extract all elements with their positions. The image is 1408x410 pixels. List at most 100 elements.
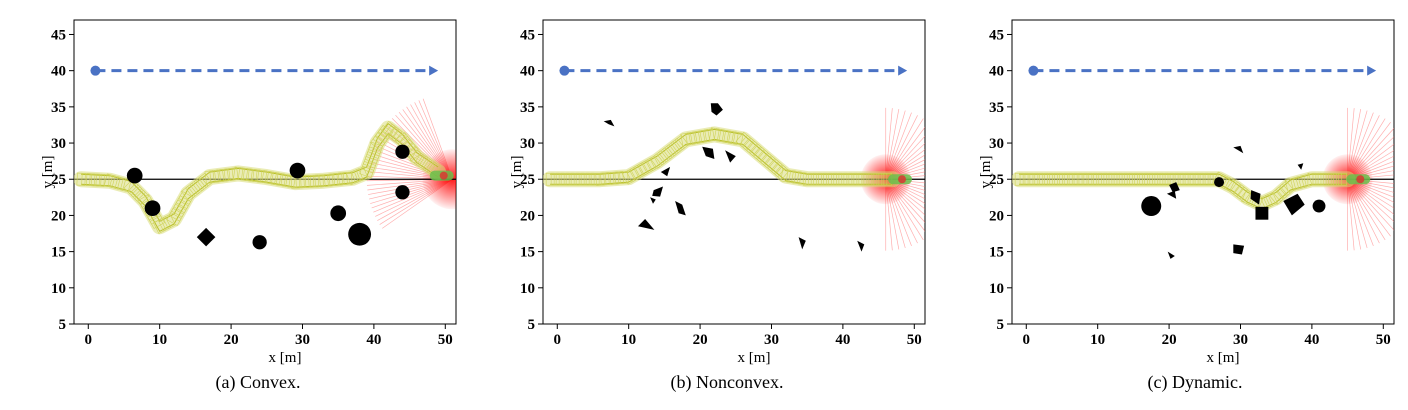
footprint-box [604,171,615,186]
footprint-box [658,147,673,163]
footprint-box [1093,172,1102,186]
footprint-box [1290,176,1302,191]
footprint-box [1327,172,1337,186]
footprint-box [103,173,116,188]
obstacle [725,150,736,163]
footprint-box [674,134,689,151]
footprint-box [1229,181,1245,197]
footprint-box [739,134,754,151]
footprint-box [1204,172,1214,186]
footprint-box [242,167,253,182]
panel-nonconvex: 0 10 20 30 40 50 5 10 15 20 25 30 35 40 45 x [m] y [m] [509,19,926,366]
footprint-box [261,170,273,185]
footprint-box [654,150,669,166]
footprint-box [1098,172,1108,186]
footprint-box [1123,172,1133,186]
footprint-box [545,172,555,186]
y-tick-label: 40 [520,64,535,80]
x-tick-label: 20 [693,332,708,348]
x-axis-label: x [m] [269,350,302,366]
footprint-box [735,131,751,148]
footprint-box [266,170,277,185]
footprint-box [173,199,189,214]
footprint-box [214,169,225,183]
footprint-box [252,169,263,183]
footprint-box [275,172,287,187]
footprint-box [873,172,883,186]
y-tick-label: 20 [989,208,1004,224]
footprint-box [1317,172,1327,186]
y-tick-label: 5 [59,317,67,333]
y-tick-label: 30 [51,136,66,152]
footprint-box [305,174,315,188]
footprint-box [1264,191,1278,208]
y-tick-label: 45 [51,27,66,43]
footprint-box [114,176,127,191]
footprint-box [838,172,848,186]
footprint-box [193,176,209,192]
global-path-start [90,65,101,76]
footprint-box [166,212,182,226]
footprint-box [1139,172,1148,186]
footprint-box [1108,172,1118,186]
y-tick-label: 10 [520,281,535,297]
x-tick-label: 30 [1233,332,1248,348]
footprint-box [699,129,711,144]
footprint-box [642,158,656,174]
obstacle [702,146,715,159]
footprint-box [333,172,344,186]
footprint-box [764,155,779,172]
footprint-box [1044,172,1053,186]
obstacle [1255,206,1269,220]
footprint-box [685,131,696,146]
footprint-box [309,174,319,188]
footprint-box [100,173,110,187]
footprint-box [713,128,725,143]
y-tick-label: 10 [989,281,1004,297]
y-tick-label: 15 [520,245,535,261]
footprint-box [621,169,636,185]
x-tick-label: 50 [907,332,922,348]
footprint-box [646,155,660,172]
vehicle-center [439,171,448,180]
footprint-box [377,124,394,140]
plot-area [543,65,925,252]
plot-area [74,65,456,250]
x-tick-label: 20 [224,332,239,348]
footprint-box [1059,172,1068,186]
footprint-box [600,172,610,186]
footprint-box [791,170,802,185]
x-tick-label: 50 [1376,332,1391,348]
y-tick-label: 35 [520,100,535,116]
footprint-box [1083,172,1093,186]
obstacle [330,205,347,222]
y-tick-label: 15 [51,245,66,261]
footprint-box [753,146,769,163]
footprint-box [1019,172,1029,186]
footprint-box [1184,172,1194,186]
footprint-box [375,128,391,143]
x-tick-label: 50 [438,332,453,348]
footprint-box [314,174,324,188]
footprint-box [580,172,590,186]
footprint-box [1054,172,1063,186]
footprint-box [1049,172,1058,186]
footprint-box [76,172,86,186]
footprint-box [323,173,334,187]
footprint-box [256,169,268,184]
footprint-box [614,171,624,185]
obstacle [1214,177,1225,188]
footprint-box [130,186,146,202]
footprint-box [149,215,165,229]
footprint-box [1039,172,1048,186]
obstacle [395,144,410,159]
footprint-box [560,172,570,186]
footprint-box [391,129,407,145]
footprint-box [1194,172,1204,186]
footprint-box [1275,183,1291,199]
footprint-box [372,132,388,147]
footprint-box [1164,172,1174,186]
footprint-box [796,171,808,186]
x-tick-label: 40 [1304,332,1319,348]
